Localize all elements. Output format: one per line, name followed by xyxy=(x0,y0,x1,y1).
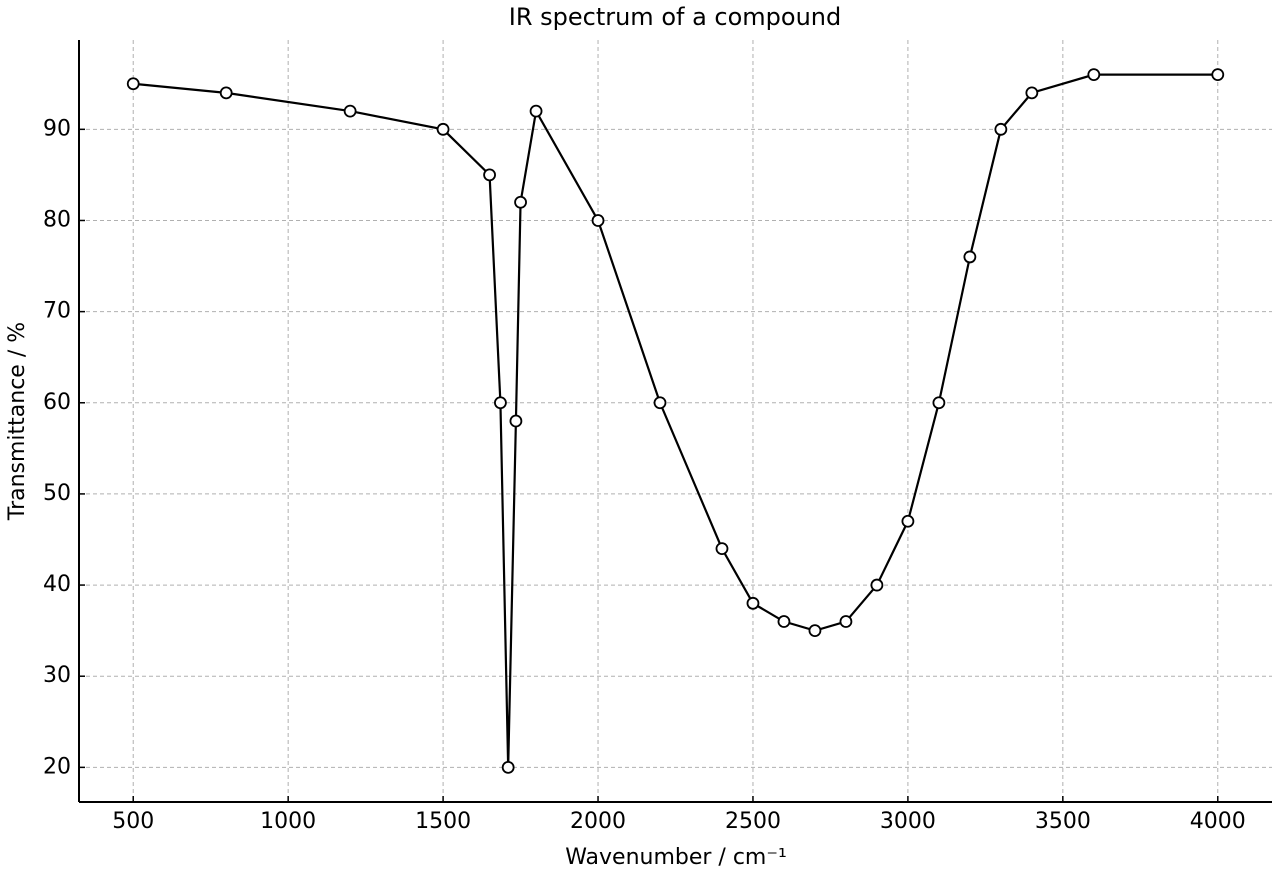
x-tick-label: 500 xyxy=(112,809,154,834)
marker xyxy=(994,122,1008,136)
y-tick-label: 20 xyxy=(43,754,71,779)
marker xyxy=(715,542,729,556)
marker xyxy=(932,396,946,410)
marker xyxy=(777,615,791,628)
marker xyxy=(653,396,667,410)
x-tick-label: 4000 xyxy=(1190,809,1246,834)
x-tick-label: 1500 xyxy=(415,809,471,834)
y-tick-label: 50 xyxy=(43,481,71,506)
y-tick-label: 70 xyxy=(43,299,71,324)
line xyxy=(133,73,1218,768)
x-axis-label: Wavenumber / cm⁻¹ xyxy=(565,845,787,870)
marker xyxy=(509,414,523,428)
y-tick-label: 90 xyxy=(43,116,71,141)
marker xyxy=(529,104,543,118)
x-tick-label: 3500 xyxy=(1035,809,1091,834)
marker xyxy=(901,514,915,528)
marker xyxy=(963,250,977,264)
x-tick-label: 1000 xyxy=(260,809,316,834)
marker xyxy=(808,624,822,638)
marker xyxy=(343,104,357,118)
marker xyxy=(839,615,853,628)
marker xyxy=(219,86,233,100)
marker xyxy=(494,396,507,410)
x-tick-label: 2000 xyxy=(570,809,626,834)
marker xyxy=(1025,86,1039,100)
y-tick-label: 40 xyxy=(43,572,71,597)
marker xyxy=(514,195,527,209)
marker xyxy=(1211,68,1225,82)
marker xyxy=(1087,68,1101,82)
y-tick-label: 60 xyxy=(43,390,71,415)
chart-title: IR spectrum of a compound xyxy=(509,3,842,31)
marker xyxy=(126,77,140,91)
marker xyxy=(746,596,760,610)
y-tick-label: 80 xyxy=(43,207,71,232)
y-tick-label: 30 xyxy=(43,663,71,688)
marker xyxy=(483,168,496,182)
x-tick-label: 2500 xyxy=(725,809,781,834)
marker xyxy=(591,214,605,227)
x-tick-label: 3000 xyxy=(880,809,936,834)
marker xyxy=(870,578,884,592)
marker xyxy=(501,760,515,774)
marker xyxy=(436,122,450,136)
y-axis-label: Transmittance / % xyxy=(5,322,30,521)
